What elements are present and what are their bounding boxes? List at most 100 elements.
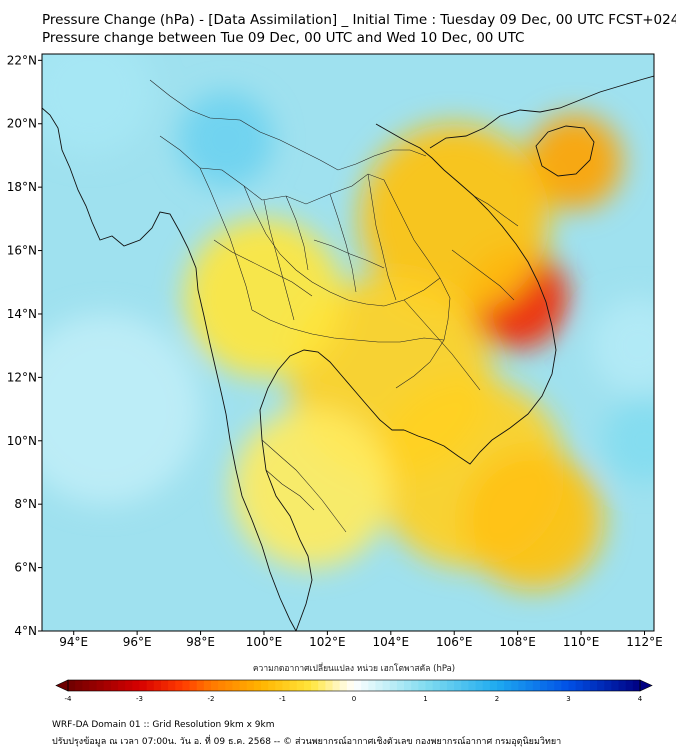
colorbar-cell xyxy=(361,680,369,691)
map-subtitle: Pressure change between Tue 09 Dec, 00 U… xyxy=(42,30,525,46)
colorbar-cell xyxy=(211,680,219,691)
colorbar-cell xyxy=(239,680,248,691)
lon-tick-label: 106°E xyxy=(436,635,473,649)
colorbar-cell xyxy=(432,680,441,691)
colorbar-cell xyxy=(611,680,620,691)
colorbar-tick-label: -2 xyxy=(208,695,215,703)
colorbar-tick-label: 1 xyxy=(423,695,427,703)
colorbar-cell xyxy=(454,680,462,691)
colorbar-cell xyxy=(375,680,384,691)
lat-tick-label: 10°N xyxy=(7,434,37,448)
colorbar-cell xyxy=(110,680,119,691)
field-blob xyxy=(527,114,623,210)
colorbar-cell xyxy=(339,680,348,691)
colorbar-cell xyxy=(482,680,491,691)
colorbar-cell xyxy=(547,680,555,691)
colorbar-cell xyxy=(511,680,520,691)
colorbar-cell xyxy=(461,680,469,691)
colorbar-cell xyxy=(497,680,505,691)
colorbar-cell xyxy=(118,680,126,691)
field-blob xyxy=(184,218,344,378)
field-blob xyxy=(42,313,201,505)
colorbar-cell xyxy=(475,680,484,691)
colorbar-cell xyxy=(404,680,412,691)
colorbar-cell xyxy=(575,680,584,691)
colorbar-tick-label: 4 xyxy=(638,695,643,703)
colorbar-cell xyxy=(597,680,605,691)
colorbar-cell xyxy=(203,680,212,691)
lon-tick-label: 112°E xyxy=(626,635,663,649)
colorbar-cell xyxy=(175,680,183,691)
colorbar: ความกดอากาศเปลี่ยนแปลง หน่วย เฮกโตพาสคัล… xyxy=(55,662,653,703)
pressure-field xyxy=(42,54,654,590)
lon-tick-label: 104°E xyxy=(373,635,410,649)
field-blob xyxy=(178,92,274,188)
colorbar-cell xyxy=(618,680,627,691)
colorbar-cell xyxy=(446,680,455,691)
colorbar-cell xyxy=(103,680,112,691)
colorbar-cell xyxy=(75,680,83,691)
lon-tick-label: 96°E xyxy=(123,635,152,649)
colorbar-cell xyxy=(225,680,234,691)
colorbar-cell xyxy=(296,680,305,691)
colorbar-cell xyxy=(318,680,326,691)
colorbar-cell xyxy=(625,680,634,691)
lat-tick-label: 8°N xyxy=(14,497,37,511)
map-title: Pressure Change (hPa) - [Data Assimilati… xyxy=(42,12,676,28)
colorbar-cell xyxy=(354,680,362,691)
lat-tick-label: 20°N xyxy=(7,117,37,131)
colorbar-cell xyxy=(268,680,276,691)
colorbar-cell xyxy=(468,680,477,691)
lat-tick-label: 22°N xyxy=(7,53,37,67)
coastlines xyxy=(42,75,654,631)
map-frame xyxy=(41,53,655,632)
lon-tick-label: 110°E xyxy=(563,635,600,649)
colorbar-cell xyxy=(346,680,355,691)
colorbar-cell xyxy=(561,680,570,691)
colorbar-cell xyxy=(125,680,133,691)
colorbar-cell xyxy=(232,680,241,691)
colorbar-cell xyxy=(632,680,641,691)
colorbar-cell xyxy=(68,680,76,691)
colorbar-tick-label: 3 xyxy=(566,695,570,703)
field-blob xyxy=(42,54,153,156)
colorbar-cell xyxy=(132,680,141,691)
colorbar-cell xyxy=(382,680,391,691)
colorbar-cell xyxy=(332,680,341,691)
colorbar-cell xyxy=(261,680,269,691)
colorbar-cell xyxy=(504,680,512,691)
lat-tick-label: 18°N xyxy=(7,180,37,194)
field-blob xyxy=(603,399,654,482)
colorbar-cell xyxy=(160,680,169,691)
province-borders xyxy=(149,79,519,533)
colorbar-cell xyxy=(218,680,226,691)
colorbar-cell xyxy=(604,680,612,691)
colorbar-cell xyxy=(396,680,405,691)
colorbar-cell xyxy=(439,680,448,691)
colorbar-frame xyxy=(67,679,641,692)
lat-tick-label: 6°N xyxy=(14,561,37,575)
colorbar-cell xyxy=(196,680,205,691)
colorbar-cell xyxy=(489,680,498,691)
field-blob xyxy=(590,298,654,394)
colorbar-tick-label: -3 xyxy=(136,695,143,703)
lat-tick-label: 4°N xyxy=(14,624,37,638)
lat-tick-label: 12°N xyxy=(7,370,37,384)
lat-tick-label: 14°N xyxy=(7,307,37,321)
colorbar-cell xyxy=(582,680,591,691)
colorbar-cell xyxy=(411,680,419,691)
colorbar-tick-label: 2 xyxy=(495,695,499,703)
colorbar-cell xyxy=(525,680,534,691)
colorbar-cell xyxy=(554,680,562,691)
colorbar-extend-min xyxy=(55,679,69,692)
field-blob xyxy=(463,450,604,590)
colorbar-title: ความกดอากาศเปลี่ยนแปลง หน่วย เฮกโตพาสคัล… xyxy=(253,662,455,674)
colorbar-cell xyxy=(246,680,255,691)
colorbar-extend-max xyxy=(639,679,653,692)
colorbar-tick-label: 0 xyxy=(352,695,356,703)
colorbar-cell xyxy=(368,680,377,691)
map-axes: 4°N 6°N 8°N 10°N 12°N 14°N 16°N 18°N 20°N 22°N 94°… xyxy=(7,53,663,649)
colorbar-cell xyxy=(532,680,541,691)
colorbar-cell xyxy=(146,680,155,691)
lon-tick-label: 100°E xyxy=(246,635,283,649)
